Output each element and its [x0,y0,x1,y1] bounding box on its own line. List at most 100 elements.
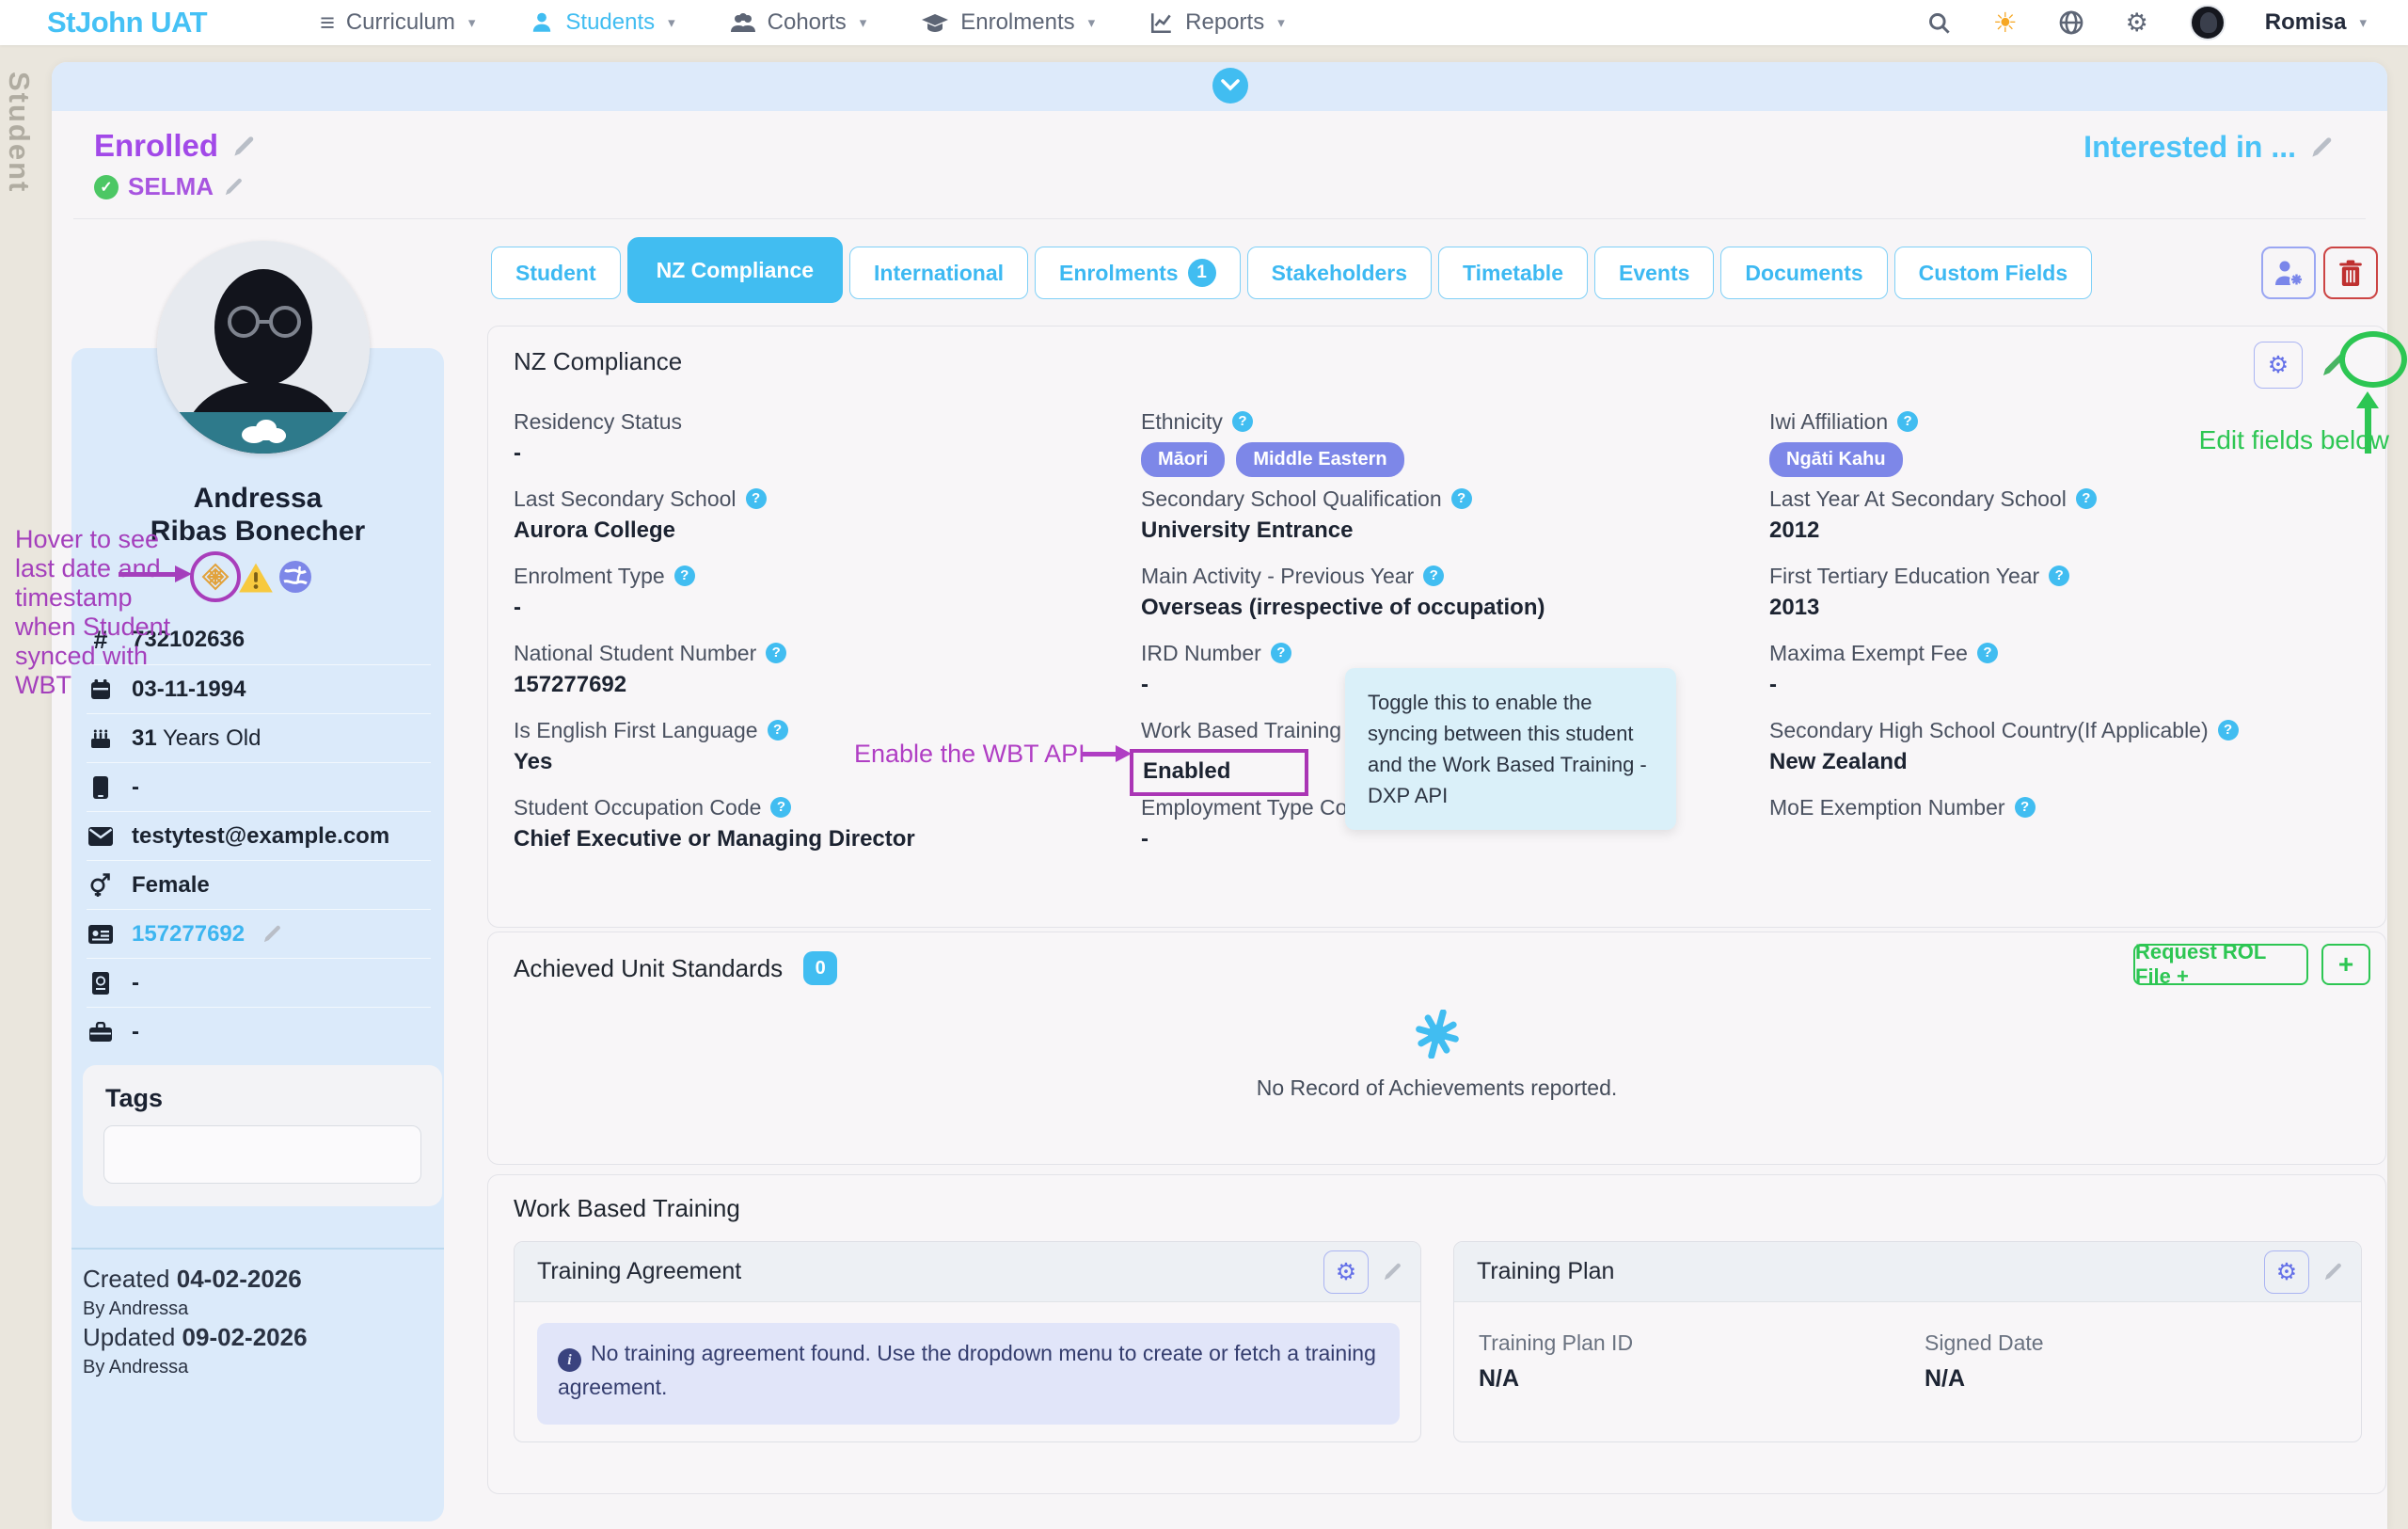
top-navbar: StJohn UAT ≡ Curriculum ▾ Students ▾ Coh… [0,0,2408,45]
help-icon[interactable]: ? [2217,720,2239,741]
chart-icon [1149,10,1174,35]
mobile-phone-icon [87,775,115,799]
field-english-first-language: Is English First Language? Yes [514,709,1141,787]
settings-gear-icon[interactable]: ⚙ [2125,8,2148,37]
dob-row: 03-11-1994 [87,664,431,713]
field-work-based-training: Work Based Training? Enabled [1130,709,1769,796]
field-first-tertiary-year: First Tertiary Education Year? 2013 [1769,555,2362,632]
card-header: Training Plan ⚙ [1454,1242,2361,1302]
envelope-icon [87,826,115,846]
panel-settings-button[interactable]: ⚙ [2254,342,2303,389]
id-card-icon [87,924,115,944]
age-row: 31 Years Old [87,713,431,762]
edit-pencil-icon[interactable] [2309,135,2335,160]
tab-enrolments[interactable]: Enrolments 1 [1035,247,1241,299]
selma-sync-icon[interactable] [199,561,231,593]
compliance-fields-grid: Residency Status - Ethnicity? Māori Midd… [514,401,2362,864]
help-icon[interactable]: ? [1231,411,1253,432]
hamburger-icon: ≡ [320,8,335,37]
help-icon[interactable]: ? [673,565,695,586]
help-icon[interactable]: ? [770,797,792,818]
field-iwi-affiliation: Iwi Affiliation? Ngāti Kahu [1769,401,2362,478]
help-icon[interactable]: ? [2049,565,2070,586]
delete-student-button[interactable] [2323,247,2378,299]
tags-card: Tags [83,1065,442,1206]
passport-row: - [87,958,431,1007]
tab-stakeholders[interactable]: Stakeholders [1246,247,1433,299]
user-avatar[interactable] [2189,5,2226,40]
tab-student[interactable]: Student [491,247,621,299]
training-plan-id-field: Training Plan ID N/A [1479,1330,1634,1392]
menu-cohorts[interactable]: Cohorts ▾ [730,9,867,36]
profile-photo[interactable] [157,241,370,454]
no-agreement-alert: i No training agreement found. Use the dr… [537,1323,1400,1425]
wbt-enabled-value[interactable]: Enabled [1130,749,1308,796]
gear-icon: ⚙ [1335,1258,1357,1285]
collapse-header-button[interactable] [1212,68,1248,104]
plan-settings-button[interactable]: ⚙ [2264,1250,2309,1294]
achieved-unit-standards-panel: Achieved Unit Standards 0 Request ROL Fi… [487,932,2386,1165]
help-icon[interactable]: ? [1423,565,1445,586]
field-employment-type-code: Employment Type Code? - [1141,787,1769,864]
warning-icon[interactable] [238,562,274,594]
vertical-student-tab[interactable]: Student [3,72,36,194]
help-icon[interactable]: ? [766,643,787,663]
field-student-occupation-code: Student Occupation Code? Chief Executive… [514,795,915,852]
world-icon[interactable] [277,559,313,595]
tab-events[interactable]: Events [1593,247,1715,299]
field-maxima-exempt-fee: Maxima Exempt Fee? - [1769,632,2362,709]
search-icon[interactable] [1926,9,1953,36]
work-based-training-panel: Work Based Training Training Agreement ⚙… [487,1174,2386,1494]
tab-nz-compliance[interactable]: NZ Compliance [626,237,844,303]
menu-students[interactable]: Students ▾ [530,9,675,36]
edit-pencil-icon[interactable] [1382,1261,1403,1282]
nz-compliance-panel: NZ Compliance ⚙ Residency Status - Ethni… [487,326,2386,928]
field-ird-number: IRD Number? - [1141,632,1769,709]
help-icon[interactable]: ? [1976,643,1998,663]
help-icon[interactable]: ? [2075,488,2097,509]
tab-international[interactable]: International [849,247,1029,299]
theme-sun-icon[interactable]: ☀ [1992,8,2018,39]
panel-title: Achieved Unit Standards 0 [514,951,838,985]
user-menu[interactable]: Romisa [2264,9,2347,35]
menu-reports[interactable]: Reports ▾ [1149,9,1285,36]
menu-curriculum[interactable]: ≡ Curriculum ▾ [320,8,476,37]
cloud-upload-icon [242,420,286,443]
help-icon[interactable]: ? [1897,411,1919,432]
created-by: By Andressa [83,1298,189,1319]
edit-pencil-icon[interactable] [231,134,257,159]
help-icon[interactable]: ? [767,720,788,741]
field-moe-exemption-number: MoE Exemption Number? [1769,787,2362,864]
chevron-down-icon: ▾ [859,15,867,31]
edit-pencil-icon[interactable] [223,176,245,198]
gender-row: Female [87,860,431,909]
tab-documents[interactable]: Documents [1720,247,1888,299]
help-icon[interactable]: ? [2014,797,2036,818]
student-name: Andressa Ribas Bonecher [150,483,366,547]
help-icon[interactable]: ? [1450,488,1472,509]
tab-timetable[interactable]: Timetable [1438,247,1588,299]
user-settings-button[interactable] [2261,247,2316,299]
menu-enrolments[interactable]: Enrolments ▾ [921,9,1095,36]
add-unit-standard-button[interactable]: + [2321,944,2370,985]
tab-custom-fields[interactable]: Custom Fields [1893,247,2093,299]
agreement-settings-button[interactable]: ⚙ [1323,1250,1369,1294]
help-icon[interactable]: ? [1270,643,1291,663]
tags-input[interactable] [103,1125,421,1184]
panel-title: NZ Compliance [514,347,683,375]
info-icon: i [558,1348,581,1373]
globe-icon[interactable] [2058,9,2084,36]
trash-icon [2339,260,2362,286]
app-logo[interactable]: StJohn UAT [47,6,208,39]
profile-tabs: Student NZ Compliance International Enro… [491,237,2093,303]
edit-pencil-icon[interactable] [2322,1261,2344,1282]
nsn-row: 157277692 [87,909,431,958]
request-rol-file-button[interactable]: Request ROL File + [2133,940,2308,988]
source-badge: ✓ SELMA [94,172,245,201]
navbar-right: ☀ ⚙ Romisa ▾ [1926,5,2367,40]
interested-in-status: Interested in ... [2083,130,2335,165]
help-icon[interactable]: ? [745,488,767,509]
annotation-circle [190,551,241,602]
edit-pencil-icon[interactable] [261,923,283,945]
